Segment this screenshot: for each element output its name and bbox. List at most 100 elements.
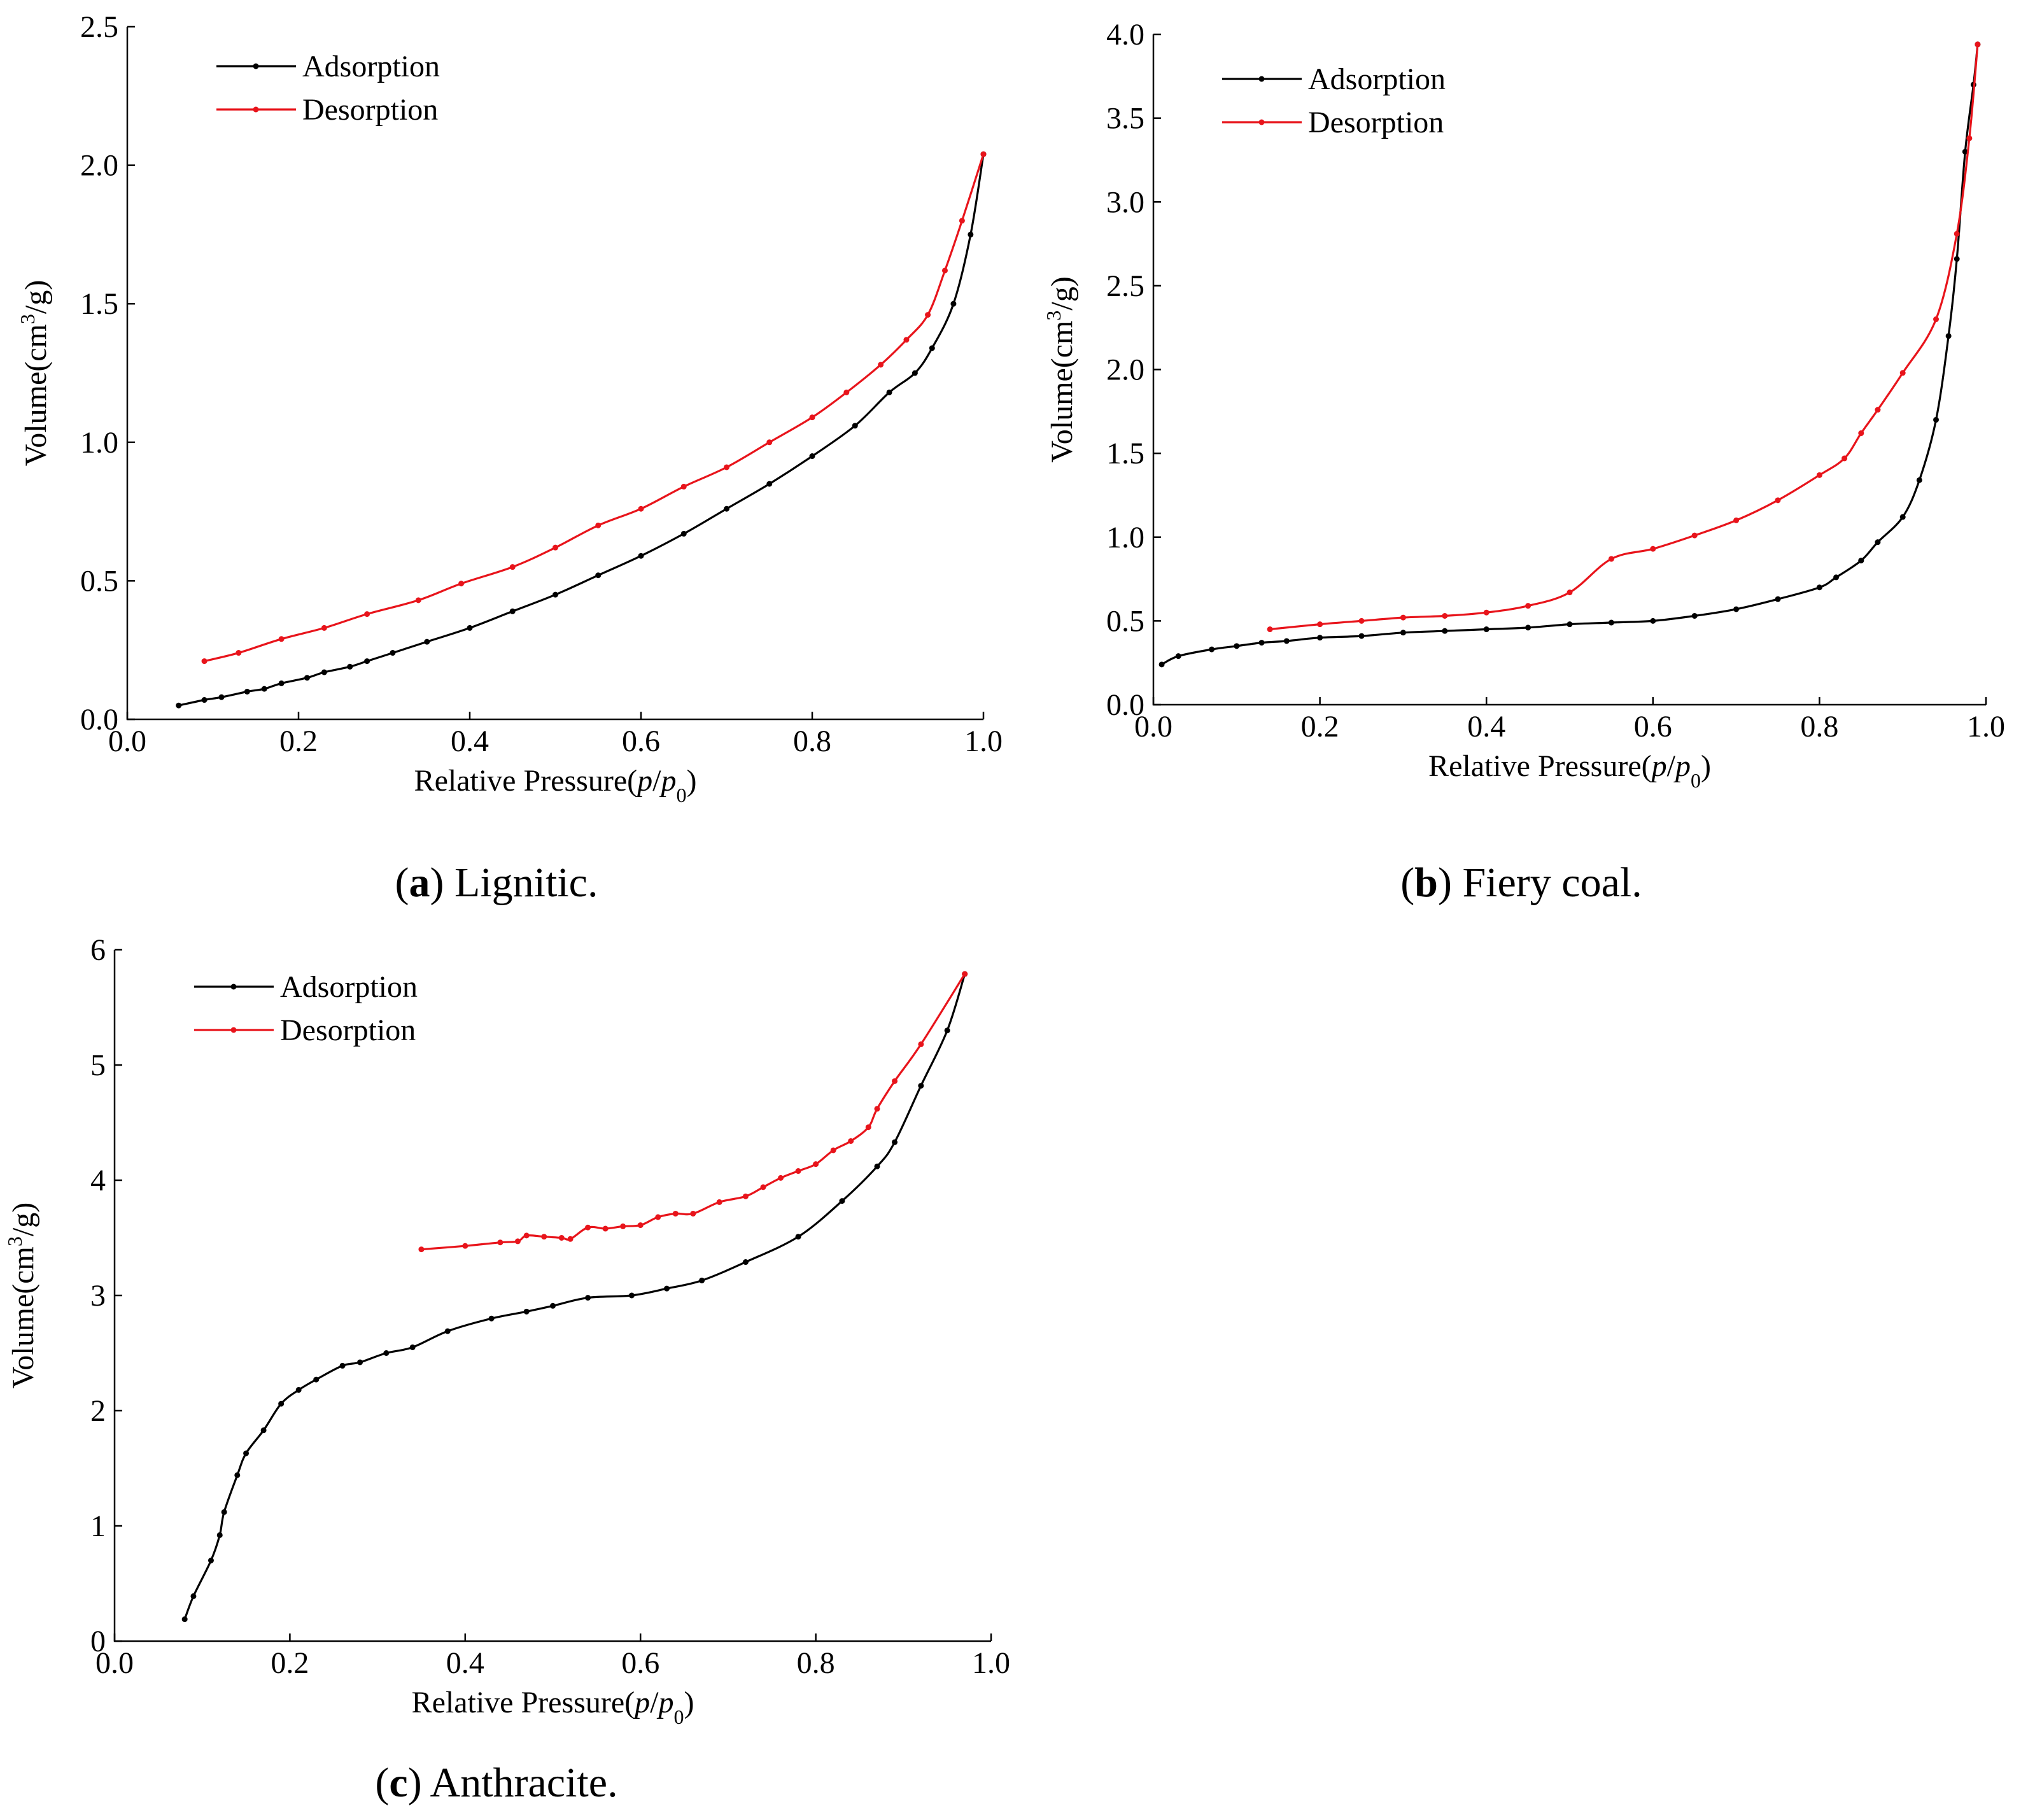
adsorption-data-point bbox=[390, 650, 396, 656]
adsorption-data-point bbox=[1933, 416, 1940, 423]
desorption-legend-marker bbox=[253, 106, 259, 113]
chart-panel-anthracite: 0.0 0.2 0.4 0.6 0.8 1.0 0 1 2 3 4 5 6 Relative Pressu… bbox=[3, 933, 1010, 1728]
desorption-data-point bbox=[962, 971, 968, 977]
desorption-data-point bbox=[918, 1041, 924, 1047]
adsorption-data-point bbox=[892, 1139, 898, 1145]
adsorption-data-point bbox=[339, 1362, 346, 1369]
adsorption-data-point bbox=[809, 453, 815, 460]
adsorption-data-point bbox=[550, 1302, 556, 1309]
adsorption-data-point bbox=[950, 300, 957, 307]
desorption-data-point bbox=[553, 544, 558, 551]
adsorption-data-point bbox=[1816, 584, 1822, 591]
adsorption-data-point bbox=[638, 553, 644, 559]
adsorption-data-point bbox=[1209, 646, 1215, 653]
adsorption-data-point bbox=[742, 1259, 749, 1266]
desorption-data-point bbox=[766, 439, 773, 446]
y-tick-label: 5 bbox=[90, 1048, 106, 1082]
desorption-data-point bbox=[878, 362, 884, 368]
desorption-legend-label: Desorption bbox=[302, 93, 438, 127]
desorption-data-point bbox=[941, 267, 948, 274]
adsorption-data-point bbox=[1358, 633, 1365, 639]
y-tick-label: 3.5 bbox=[1106, 102, 1144, 136]
x-tick-label: 0.2 bbox=[279, 724, 318, 758]
y-tick-label: 1.0 bbox=[1106, 521, 1144, 554]
adsorption-data-point bbox=[1733, 606, 1740, 612]
desorption-data-point bbox=[236, 650, 242, 656]
y-axis-title: Volume(cm3/g) bbox=[1042, 276, 1079, 462]
adsorption-data-point bbox=[1962, 148, 1968, 155]
adsorption-data-point bbox=[1691, 612, 1698, 619]
adsorption-data-point bbox=[628, 1292, 635, 1299]
adsorption-data-point bbox=[357, 1359, 363, 1365]
desorption-data-point bbox=[778, 1175, 784, 1181]
desorption-data-point bbox=[1608, 556, 1614, 562]
adsorption-data-point bbox=[221, 1509, 227, 1515]
desorption-data-point bbox=[795, 1168, 801, 1175]
adsorption-data-point bbox=[1317, 635, 1323, 641]
desorption-data-point bbox=[716, 1199, 722, 1205]
desorption-data-point bbox=[1933, 316, 1940, 323]
adsorption-data-point bbox=[1400, 630, 1406, 636]
y-tick-label: 0 bbox=[90, 1625, 106, 1658]
adsorption-data-point bbox=[1945, 333, 1952, 339]
adsorption-data-point bbox=[1775, 596, 1781, 602]
desorption-data-point bbox=[1691, 532, 1698, 539]
y-tick-label: 6 bbox=[90, 933, 106, 967]
adsorption-data-point bbox=[595, 572, 602, 579]
adsorption-data-point bbox=[1608, 619, 1614, 626]
adsorption-data-point bbox=[304, 675, 310, 681]
desorption-data-point bbox=[1525, 603, 1532, 609]
x-tick-label: 0.4 bbox=[1467, 710, 1505, 744]
desorption-data-point bbox=[1966, 135, 1973, 141]
adsorption-data-point bbox=[929, 345, 935, 351]
desorption-data-point bbox=[462, 1243, 468, 1249]
desorption-data-point bbox=[595, 522, 602, 528]
desorption-data-point bbox=[1858, 430, 1864, 437]
desorption-data-point bbox=[567, 1236, 574, 1242]
desorption-data-point bbox=[364, 611, 370, 617]
adsorption-data-point bbox=[383, 1350, 390, 1356]
chart-panel-fiery-coal: 0.0 0.2 0.4 0.6 0.8 1.0 0.0 0.5 1.0 1.5 2.0 2.5 3.0 3… bbox=[1042, 18, 2005, 792]
adsorption-data-point bbox=[243, 1450, 250, 1457]
adsorption-data-point bbox=[724, 505, 729, 512]
desorption-data-point bbox=[690, 1210, 696, 1217]
y-tick-label: 2 bbox=[90, 1394, 106, 1428]
adsorption-data-point bbox=[278, 680, 285, 686]
desorption-data-point bbox=[680, 483, 687, 490]
adsorption-series-line bbox=[183, 973, 966, 1620]
y-tick-label: 0.5 bbox=[80, 564, 118, 598]
desorption-data-point bbox=[620, 1223, 626, 1229]
adsorption-data-point bbox=[1483, 626, 1489, 633]
adsorption-legend-label: Adsorption bbox=[1308, 62, 1446, 96]
adsorption-data-point bbox=[208, 1557, 214, 1563]
x-tick-label: 0.8 bbox=[1800, 710, 1838, 744]
desorption-data-point bbox=[830, 1147, 836, 1153]
desorption-data-point bbox=[541, 1234, 547, 1240]
y-tick-label: 4 bbox=[90, 1164, 106, 1197]
desorption-data-point bbox=[1267, 626, 1273, 633]
desorption-data-point bbox=[1954, 230, 1960, 237]
x-tick-label: 0.6 bbox=[1634, 710, 1672, 744]
x-tick-label: 0.2 bbox=[271, 1646, 309, 1680]
desorption-data-point bbox=[1875, 407, 1881, 413]
adsorption-data-point bbox=[1916, 477, 1922, 483]
adsorption-data-point bbox=[523, 1308, 530, 1315]
desorption-legend-marker bbox=[230, 1027, 237, 1033]
adsorption-data-point bbox=[261, 686, 267, 692]
x-tick-label: 0.8 bbox=[797, 1646, 835, 1680]
desorption-data-point bbox=[638, 505, 644, 512]
desorption-data-point bbox=[558, 1235, 565, 1241]
desorption-data-point bbox=[1483, 609, 1489, 616]
x-tick-label: 0.6 bbox=[621, 1646, 659, 1680]
adsorption-data-point bbox=[766, 481, 773, 487]
desorption-data-point bbox=[1899, 370, 1906, 376]
desorption-data-point bbox=[415, 597, 421, 603]
desorption-data-point bbox=[514, 1238, 521, 1245]
y-tick-label: 3 bbox=[90, 1279, 106, 1313]
desorption-series-line bbox=[204, 153, 985, 663]
adsorption-data-point bbox=[313, 1376, 320, 1383]
adsorption-data-point bbox=[509, 608, 516, 614]
desorption-data-point bbox=[1317, 621, 1323, 628]
desorption-data-point bbox=[760, 1184, 766, 1190]
